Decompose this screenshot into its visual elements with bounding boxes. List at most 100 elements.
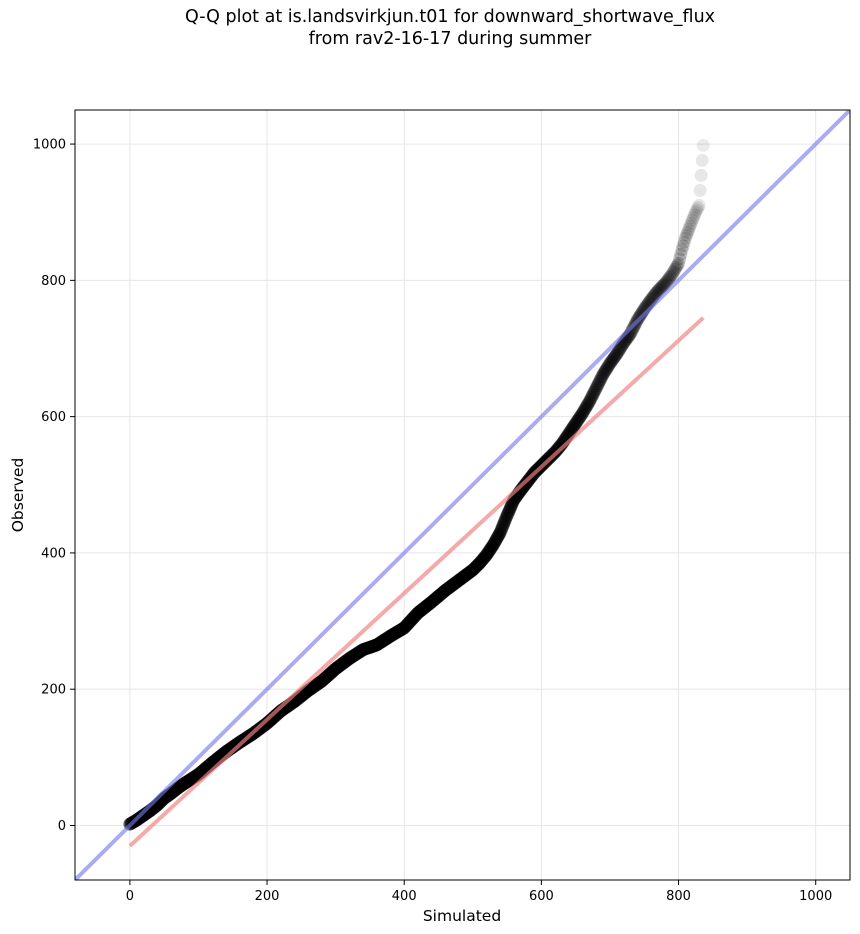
qq-point: [694, 168, 708, 182]
qq-point: [572, 411, 586, 425]
qq-point: [582, 395, 596, 409]
qq-point: [657, 278, 671, 292]
y-tick-label: 400: [41, 546, 66, 561]
qq-point: [594, 372, 608, 386]
qq-point: [682, 222, 696, 236]
qq-point: [610, 347, 624, 361]
qq-point: [661, 272, 675, 286]
chart-title-line2: from rav2-16-17 during summer: [308, 29, 592, 49]
qq-point: [665, 268, 679, 282]
qq-point: [681, 225, 695, 239]
qq-point: [570, 415, 584, 429]
qq-point: [673, 252, 687, 266]
qq-point: [690, 203, 704, 217]
y-tick-label: 800: [41, 274, 66, 289]
qq-point: [695, 153, 709, 167]
qq-point: [677, 235, 691, 249]
qq-point: [685, 213, 699, 227]
qq-point: [651, 284, 665, 298]
grid: [75, 110, 850, 880]
qq-point: [584, 392, 598, 406]
qq-point: [566, 420, 580, 434]
qq-point: [626, 322, 640, 336]
chart-title-line1: Q-Q plot at is.landsvirkjun.t01 for down…: [184, 7, 716, 27]
qq-point: [658, 277, 672, 291]
qq-point: [649, 287, 663, 301]
qq-point: [552, 441, 566, 455]
qq-point: [612, 343, 626, 357]
qq-point: [660, 274, 674, 288]
qq-point: [597, 366, 611, 380]
qq-point: [613, 341, 627, 355]
one-to-one-line: [75, 110, 850, 880]
qq-point: [569, 416, 583, 430]
axis-ticks: 0 200 400 600 800 1000 0 200 400 600 800 1000: [33, 138, 832, 904]
qq-point: [680, 228, 694, 242]
plot-frame: [74, 109, 851, 881]
plot-area: [75, 110, 850, 880]
qq-point: [689, 205, 703, 219]
qq-point: [600, 362, 614, 376]
qq-point: [656, 279, 670, 293]
qq-point: [669, 260, 683, 274]
qq-point: [652, 282, 666, 296]
qq-point: [564, 423, 578, 437]
qq-point: [604, 355, 618, 369]
qq-point: [586, 388, 600, 402]
x-tick-label: 400: [392, 889, 417, 904]
qq-point: [598, 364, 612, 378]
qq-point: [601, 360, 615, 374]
qq-point: [573, 410, 587, 424]
qq-point: [576, 406, 590, 420]
qq-point: [611, 345, 625, 359]
qq-point: [588, 383, 602, 397]
x-tick-label: 600: [529, 889, 554, 904]
qq-point: [686, 211, 700, 225]
qq-point: [696, 138, 710, 152]
qq-point: [578, 402, 592, 416]
qq-point: [603, 356, 617, 370]
qq-point: [590, 379, 604, 393]
chart-title: Q-Q plot at is.landsvirkjun.t01 for down…: [0, 6, 860, 50]
qq-point: [577, 404, 591, 418]
qq-point: [668, 262, 682, 276]
qq-point: [653, 281, 667, 295]
qq-point: [664, 269, 678, 283]
y-tick-label: 1000: [33, 138, 66, 153]
qq-point: [688, 208, 702, 222]
qq-point: [581, 397, 595, 411]
qq-point: [580, 399, 594, 413]
fit-line: [128, 316, 705, 848]
qq-point: [609, 349, 623, 363]
y-axis-label: Observed: [9, 458, 27, 533]
qq-point: [605, 353, 619, 367]
qq-point: [659, 275, 673, 289]
qq-point: [683, 219, 697, 233]
qq-point: [585, 390, 599, 404]
qq-point: [654, 280, 668, 294]
qq-point: [692, 198, 706, 212]
qq-point: [553, 440, 567, 454]
y-tick-label: 600: [41, 410, 66, 425]
qq-point: [606, 352, 620, 366]
qq-point: [666, 266, 680, 280]
qq-point: [565, 422, 579, 436]
qq-point: [579, 400, 593, 414]
qq-point: [693, 183, 707, 197]
x-tick-label: 0: [126, 889, 134, 904]
qq-point: [595, 370, 609, 384]
qq-point: [587, 386, 601, 400]
qq-point: [571, 413, 585, 427]
qq-point: [670, 258, 684, 272]
qq-point: [608, 350, 622, 364]
y-tick-label: 200: [41, 683, 66, 698]
x-tick-label: 800: [666, 889, 691, 904]
x-tick-label: 200: [255, 889, 280, 904]
qq-point: [678, 231, 692, 245]
qq-point: [593, 374, 607, 388]
qq-point: [676, 239, 690, 253]
qq-point: [568, 418, 582, 432]
x-tick-label: 1000: [799, 889, 832, 904]
qq-point: [592, 376, 606, 390]
